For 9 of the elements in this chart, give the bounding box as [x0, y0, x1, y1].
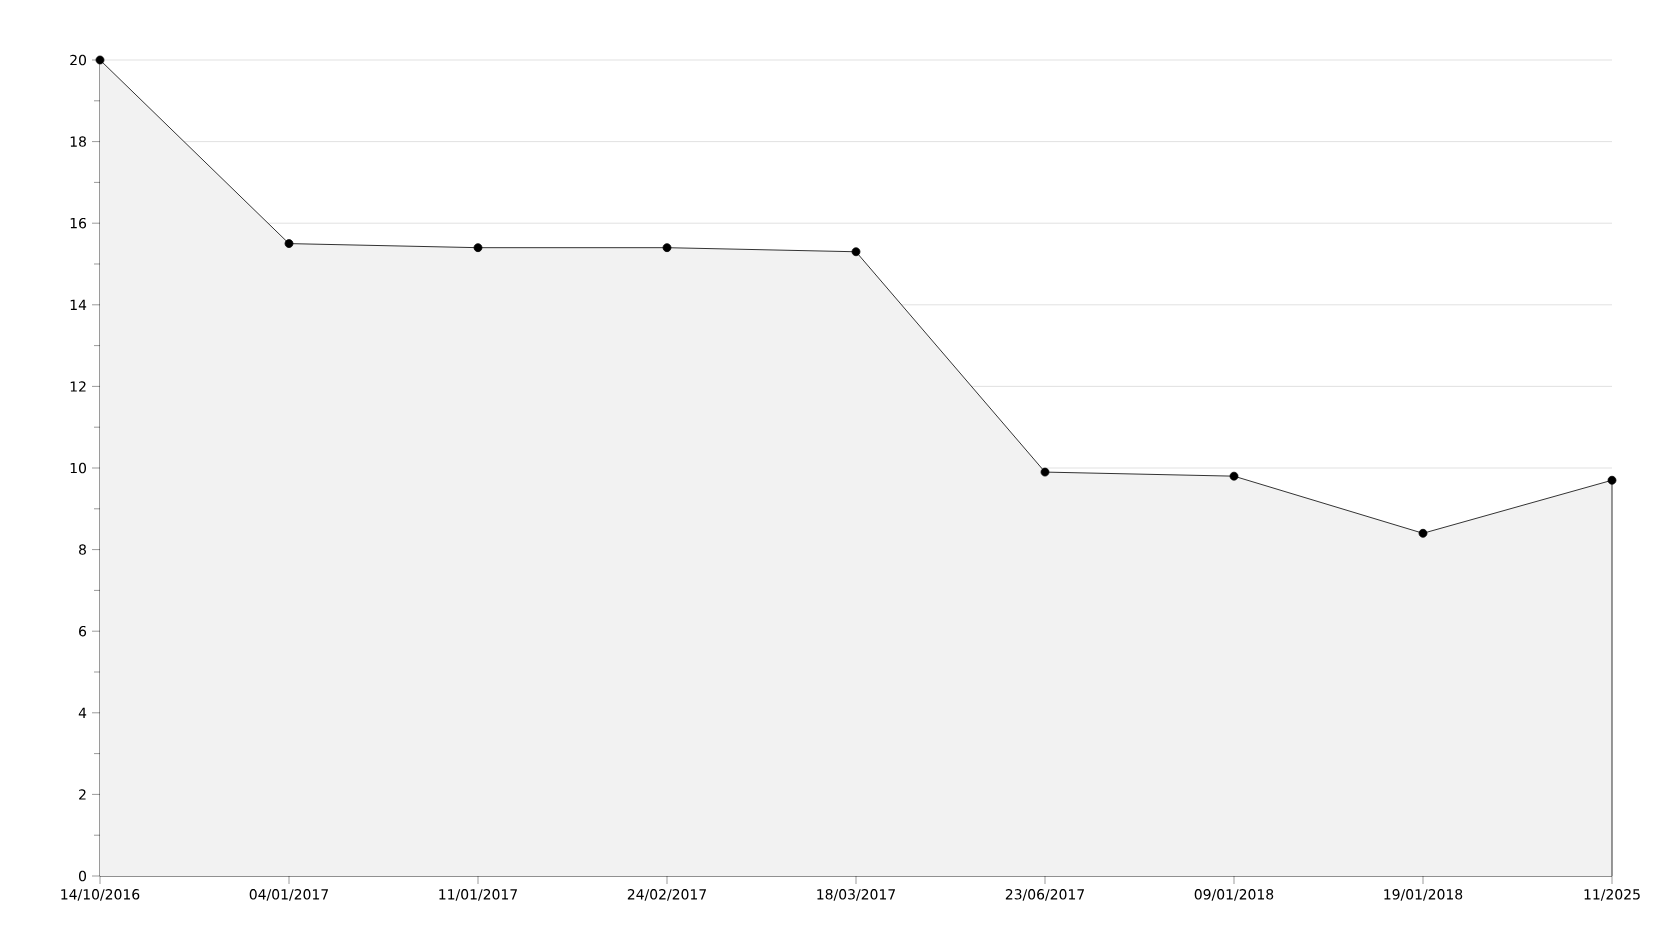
- point: [1229, 471, 1239, 481]
- point: [1607, 475, 1617, 485]
- point: [662, 243, 672, 253]
- point: [95, 55, 105, 65]
- point: [851, 247, 861, 257]
- point: [473, 243, 483, 253]
- point: [1418, 528, 1428, 538]
- point: [284, 239, 294, 248]
- point: [1040, 467, 1050, 477]
